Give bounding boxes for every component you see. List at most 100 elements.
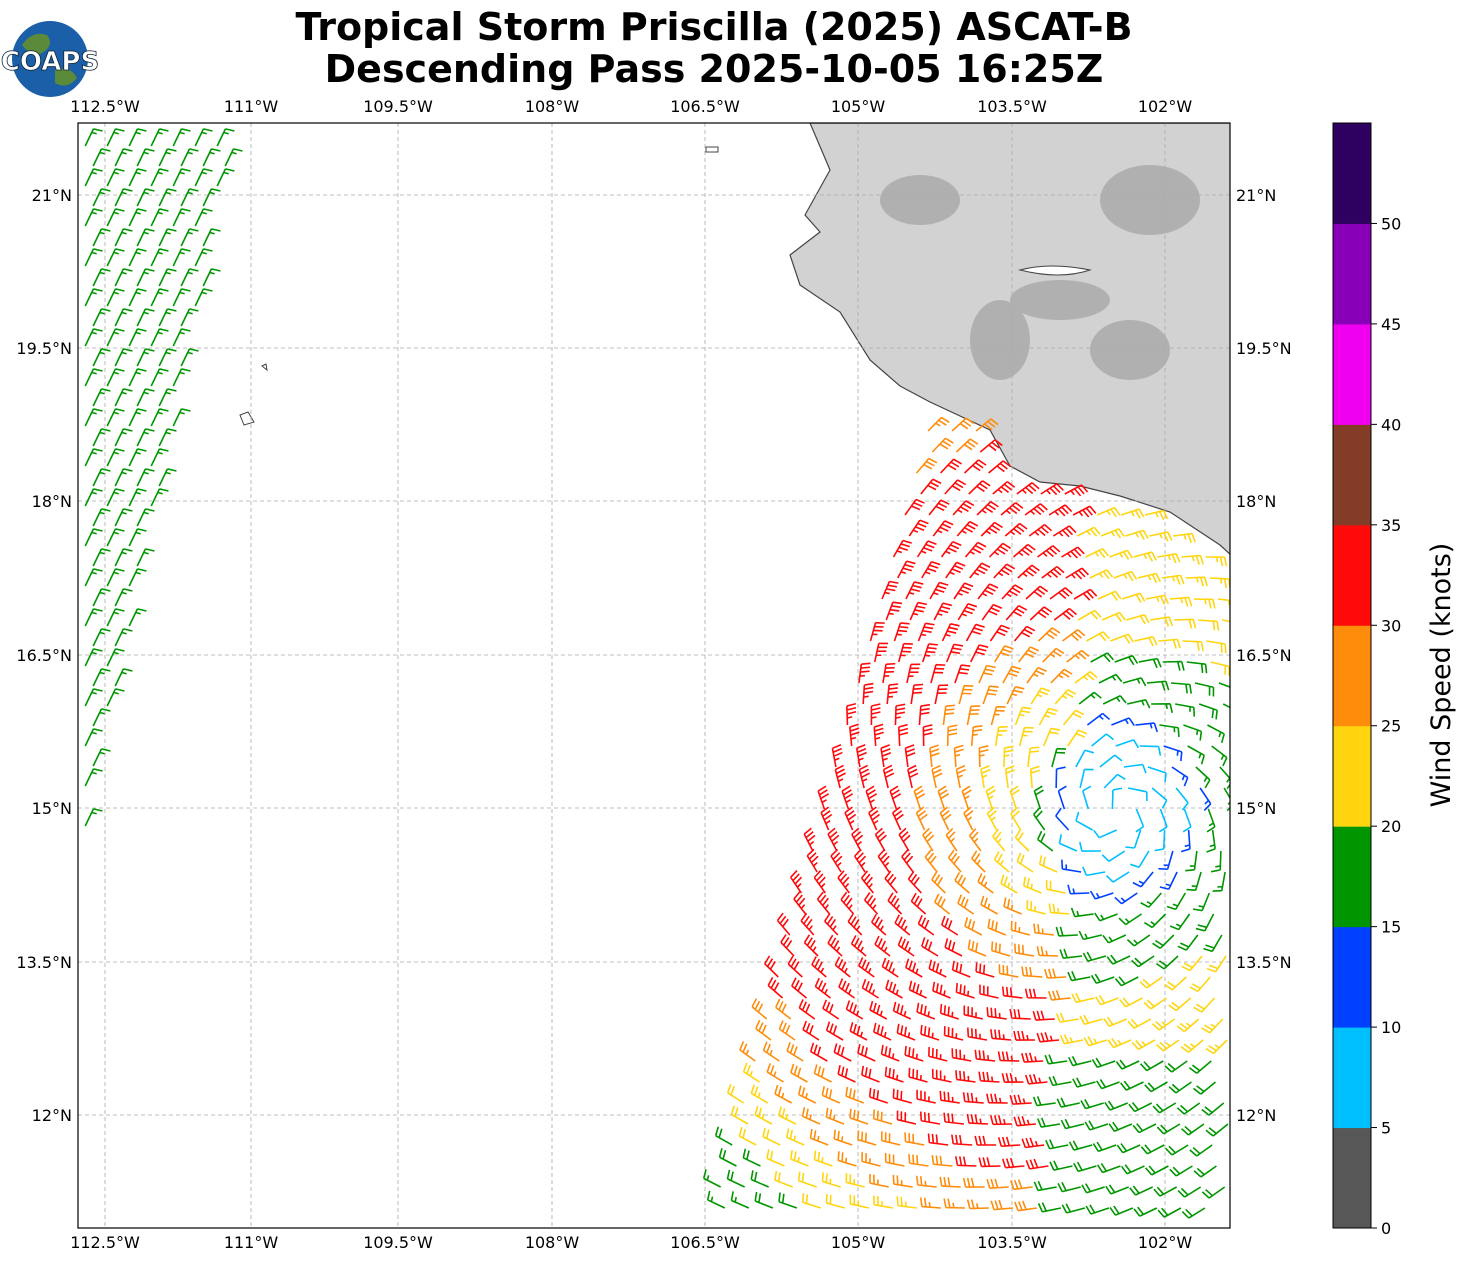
wind-barb xyxy=(980,895,998,915)
wind-barb xyxy=(1138,657,1162,669)
wind-barb xyxy=(1187,745,1205,765)
wind-barb xyxy=(869,621,885,642)
wind-barb xyxy=(858,764,871,789)
wind-barb xyxy=(1186,871,1202,892)
wind-barb xyxy=(954,664,971,684)
wind-barb xyxy=(128,488,147,507)
wind-barb xyxy=(855,744,867,768)
wind-barb xyxy=(801,1193,822,1209)
wind-barb xyxy=(84,688,103,707)
wind-barb xyxy=(1194,682,1215,697)
wind-barb xyxy=(1206,829,1216,853)
wind-barb xyxy=(84,808,103,827)
wind-barb xyxy=(813,1064,832,1083)
wind-barb xyxy=(92,188,111,207)
wind-barb xyxy=(150,488,169,507)
wind-barb xyxy=(970,725,983,747)
colorbar-bin xyxy=(1333,625,1371,727)
wind-barb xyxy=(896,1110,917,1125)
wind-barb xyxy=(128,248,147,267)
wind-barb xyxy=(1017,564,1040,579)
wind-barb xyxy=(869,1173,889,1188)
wind-barb xyxy=(1059,1034,1084,1045)
wind-barb xyxy=(1028,524,1053,537)
lon-tick-label-bottom: 112.5°W xyxy=(70,1233,140,1252)
wind-barb xyxy=(1183,724,1203,741)
wind-barb xyxy=(1045,1139,1069,1150)
wind-barb xyxy=(1096,506,1121,518)
wind-barb xyxy=(194,288,213,307)
wind-barb xyxy=(136,468,155,487)
wind-barb xyxy=(1040,483,1064,496)
wind-barb xyxy=(906,663,921,684)
wind-barb xyxy=(1067,971,1091,982)
wind-barb xyxy=(194,168,213,187)
wind-barb xyxy=(158,268,177,287)
wind-barb xyxy=(1193,598,1216,609)
wind-barb xyxy=(1014,829,1030,852)
wind-barb xyxy=(845,1173,865,1188)
wind-barb xyxy=(1131,955,1155,968)
wind-barb xyxy=(1134,636,1158,647)
wind-barb xyxy=(778,1106,797,1125)
wind-barb xyxy=(106,128,125,147)
wind-barb xyxy=(84,528,103,547)
wind-barb xyxy=(1085,1204,1110,1215)
wind-barb xyxy=(775,998,792,1020)
wind-barb xyxy=(202,188,221,207)
wind-barb xyxy=(1036,1032,1060,1043)
wind-barb xyxy=(1086,631,1110,642)
wind-barb xyxy=(114,548,133,567)
wind-barb xyxy=(1156,955,1179,970)
wind-barb xyxy=(897,560,916,579)
wind-barb xyxy=(1149,531,1173,542)
wind-barb xyxy=(1016,482,1040,495)
wind-barb xyxy=(909,601,928,621)
wind-barb xyxy=(1145,594,1170,605)
wind-barb xyxy=(172,408,191,427)
wind-barb xyxy=(824,913,839,936)
wind-barb xyxy=(951,1048,972,1062)
wind-barb xyxy=(910,683,924,705)
wind-barb xyxy=(785,1128,805,1146)
wind-barb xyxy=(915,806,928,831)
wind-barb xyxy=(1175,703,1196,717)
wind-barb xyxy=(158,308,177,327)
wind-barb xyxy=(932,981,951,999)
wind-barb xyxy=(994,725,1008,747)
wind-barb xyxy=(1159,871,1178,890)
wind-barb xyxy=(1205,1039,1228,1055)
wind-barb xyxy=(927,1133,949,1146)
wind-barb xyxy=(860,870,874,894)
wind-barb xyxy=(1102,695,1127,705)
wind-barb xyxy=(913,785,926,810)
wind-barb xyxy=(1140,1144,1165,1155)
wind-barb xyxy=(1013,1115,1037,1127)
wind-barb xyxy=(939,1176,961,1188)
wind-barb xyxy=(92,348,111,367)
wind-barb xyxy=(924,849,938,873)
wind-barb xyxy=(1186,661,1208,674)
wind-barb xyxy=(896,1023,916,1041)
wind-barb xyxy=(1164,976,1187,991)
wind-barb xyxy=(905,581,924,600)
wind-barb xyxy=(977,872,994,894)
wind-barb xyxy=(1071,992,1095,1004)
wind-barb xyxy=(1104,1100,1129,1111)
wind-barb xyxy=(1048,903,1070,915)
wind-barb xyxy=(904,1045,924,1062)
coaps-logo: COAPS xyxy=(0,21,100,97)
wind-barb xyxy=(1175,787,1189,811)
wind-barb xyxy=(1062,629,1086,642)
wind-barb xyxy=(896,1196,918,1209)
colorbar-tick-label: 30 xyxy=(1381,616,1401,635)
wind-barb xyxy=(1037,545,1061,558)
wind-barb xyxy=(150,448,169,467)
wind-barb xyxy=(966,1113,988,1125)
wind-barb xyxy=(849,723,860,747)
wind-barb xyxy=(979,439,1003,453)
wind-barb xyxy=(964,541,987,558)
lon-tick-label-top: 103.5°W xyxy=(977,97,1047,116)
wind-barb xyxy=(1005,604,1028,621)
wind-barb xyxy=(915,1175,937,1188)
